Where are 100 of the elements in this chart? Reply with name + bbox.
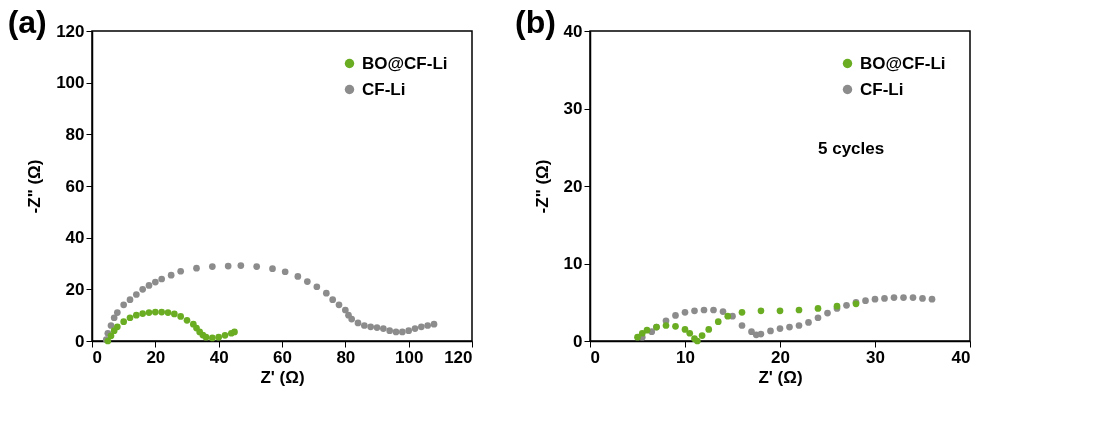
point (360, 322, 368, 329)
point (638, 329, 646, 337)
point (354, 319, 362, 327)
point (881, 295, 888, 302)
x-tick-label: 10 (676, 347, 695, 367)
point (132, 291, 140, 298)
point (843, 302, 850, 309)
point (398, 328, 406, 336)
point (417, 323, 425, 331)
point (795, 322, 803, 329)
point (871, 295, 879, 303)
point (132, 311, 140, 319)
annotation: 5 cycles (818, 138, 885, 158)
x-tick-label: 60 (273, 347, 292, 367)
point (681, 308, 689, 316)
x-tick-label: 100 (394, 347, 424, 367)
point (126, 296, 134, 304)
point (814, 305, 822, 312)
point (237, 262, 245, 269)
point (681, 326, 689, 333)
point (776, 325, 784, 332)
point (120, 318, 128, 325)
y-tick-label: 40 (563, 21, 583, 41)
point (215, 333, 223, 341)
point (767, 327, 774, 335)
point (795, 306, 803, 314)
y-tick-label: 40 (65, 228, 85, 248)
x-tick-label: 80 (336, 347, 356, 367)
point (373, 324, 381, 331)
point (208, 334, 216, 342)
point (776, 307, 784, 315)
point (177, 267, 185, 275)
point (724, 312, 732, 320)
point (411, 325, 419, 332)
point (672, 312, 679, 319)
x-tick-label: 0 (590, 347, 600, 367)
y-tick-label: 80 (65, 124, 85, 144)
point (170, 310, 178, 318)
point (424, 322, 432, 329)
point (139, 310, 147, 317)
point (322, 289, 330, 297)
y-tick-label: 20 (65, 279, 85, 299)
point (253, 263, 261, 270)
legend-label: CF-Li (362, 79, 406, 99)
point (151, 308, 159, 316)
chart-title: (a) (7, 4, 47, 40)
point (662, 322, 670, 329)
point (634, 333, 641, 341)
point (281, 268, 289, 276)
y-tick-label: 0 (573, 331, 583, 351)
point (303, 278, 311, 285)
point (686, 329, 694, 337)
point (294, 273, 302, 280)
point (139, 285, 147, 293)
point (221, 331, 229, 339)
legend-label: BO@CF-Li (860, 53, 946, 73)
point (348, 315, 356, 323)
x-tick-label: 40 (209, 347, 229, 367)
x-tick-label: 120 (444, 347, 473, 367)
point (145, 282, 153, 289)
point (193, 264, 200, 272)
point (177, 313, 185, 320)
x-tick-label: 40 (951, 347, 971, 367)
x-tick-label: 20 (146, 347, 166, 367)
point (714, 318, 722, 325)
point (738, 308, 746, 316)
y-axis-title: -Z" (Ω) (25, 159, 45, 214)
point (151, 278, 159, 286)
legend-label: CF-Li (860, 79, 904, 99)
point (107, 322, 115, 329)
point (700, 306, 708, 314)
point (329, 296, 337, 304)
point (919, 295, 926, 302)
x-tick-label: 30 (866, 347, 885, 367)
point (313, 283, 321, 291)
point (392, 328, 400, 336)
point (208, 263, 216, 270)
y-tick-label: 60 (65, 176, 85, 196)
y-tick-label: 100 (56, 73, 85, 93)
point (113, 323, 121, 331)
point (183, 316, 191, 324)
point (335, 301, 343, 309)
point (367, 323, 375, 331)
x-axis-title: Z' (Ω) (758, 367, 803, 387)
point (269, 265, 276, 273)
point (814, 314, 822, 322)
point (805, 319, 812, 326)
point (719, 308, 727, 315)
y-tick-label: 10 (563, 254, 583, 273)
point (379, 325, 387, 332)
point (705, 326, 713, 333)
x-tick-label: 0 (92, 347, 102, 367)
y-tick-label: 0 (75, 331, 85, 351)
y-tick-label: 120 (56, 21, 85, 41)
point (928, 295, 936, 303)
point (698, 332, 706, 339)
point (167, 271, 175, 279)
point (386, 327, 394, 335)
point (158, 308, 166, 316)
point (126, 314, 134, 322)
